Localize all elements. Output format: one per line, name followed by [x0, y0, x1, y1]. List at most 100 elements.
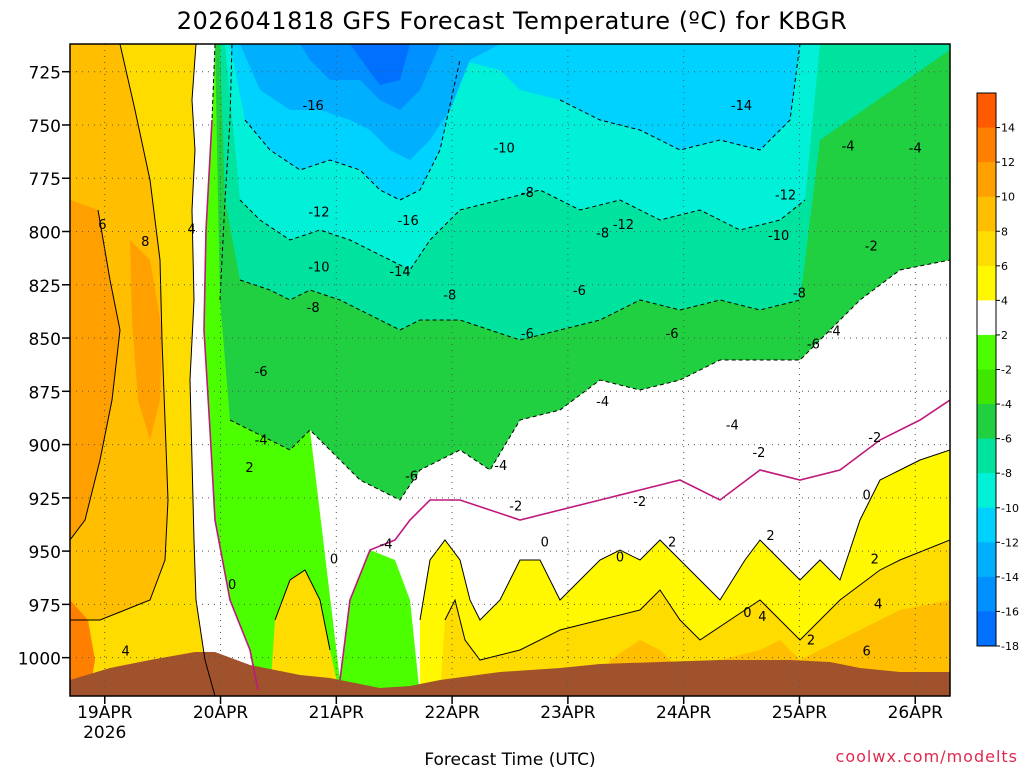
contour-line [219, 44, 233, 301]
x-axis-label: Forecast Time (UTC) [424, 750, 595, 768]
colorbar-swatch [977, 473, 996, 509]
colorbar-swatch [977, 369, 996, 405]
cold-region-14 [240, 44, 500, 160]
contour-label: 0 [616, 551, 624, 566]
y-tick-label: 875 [29, 383, 61, 403]
colorbar-label: 4 [1001, 294, 1008, 307]
contour-label: 0 [541, 536, 549, 551]
contour-label: -12 [775, 188, 796, 203]
colorbar-swatch [977, 162, 996, 198]
gridlines [70, 44, 950, 696]
colorbar-swatch [977, 265, 996, 301]
y-tick-label: 1000 [18, 650, 61, 670]
contour-label: 2 [766, 529, 774, 544]
colorbar-label: -6 [1001, 433, 1012, 446]
contour-lines [70, 44, 950, 696]
warm-peak-west [70, 600, 95, 690]
contour-line [419, 449, 950, 621]
contour-label: -4 [828, 325, 841, 340]
contour-line [189, 44, 216, 696]
y-tick-label: 850 [29, 330, 61, 350]
contour-label: 4 [121, 644, 129, 659]
contour-label: -4 [842, 139, 855, 154]
contour-label: -4 [255, 433, 268, 448]
contour-line [239, 189, 806, 271]
contour-label: -6 [255, 365, 268, 380]
contour-label: 0 [330, 553, 338, 568]
contour-label: -2 [868, 431, 881, 446]
warm-surface-west-2 [270, 570, 340, 696]
contour-label: 4 [187, 222, 195, 237]
contour-label: 2 [871, 553, 879, 568]
colorbar-label: 12 [1001, 156, 1015, 169]
contour-label: -12 [613, 218, 634, 233]
colorbar-swatch [977, 334, 996, 370]
colorbar-swatch [977, 611, 996, 647]
contour-label: -16 [303, 99, 324, 114]
contour-label: -2 [865, 239, 878, 254]
contour-label: -6 [521, 327, 534, 342]
colorbar-swatch [977, 300, 996, 336]
contour-label: -4 [596, 395, 609, 410]
contour-label: -14 [389, 265, 410, 280]
x-tick-sublabel: 2026 [83, 723, 126, 743]
y-tick-label: 975 [29, 596, 61, 616]
y-tick-label: 750 [29, 117, 61, 137]
contour-label: -6 [573, 284, 586, 299]
contour-label: -6 [807, 337, 820, 352]
plot-frame [69, 43, 951, 697]
colorbar-label: -16 [1001, 605, 1019, 618]
contour-label: 4 [874, 597, 882, 612]
contour-line [559, 44, 801, 151]
y-tick-label: 925 [29, 490, 61, 510]
contour-label: -4 [909, 141, 922, 156]
colorbar-swatch [977, 404, 996, 440]
colorbar-swatch [977, 196, 996, 232]
colorbar-label: 10 [1001, 191, 1015, 204]
colorbar-label: 14 [1001, 122, 1015, 135]
y-axis: 725 750 775 800 825 850 875 900 925 950 975 1000 [18, 64, 70, 670]
freezing-line [339, 399, 950, 681]
contour-label: -2 [509, 499, 522, 514]
credit-text: coolwx.com/modelts [836, 747, 1018, 766]
colorbar-swatch [977, 576, 996, 612]
colorbar-label: -2 [1001, 364, 1012, 377]
contour-label: 6 [98, 218, 106, 233]
colorbar-swatch [977, 93, 996, 129]
colorbar-label: -14 [1001, 571, 1019, 584]
contour-label: -10 [494, 141, 515, 156]
contour-label: -2 [752, 446, 765, 461]
plot-area [70, 44, 950, 696]
colorbar-label: -10 [1001, 502, 1019, 515]
chart-title: 2026041818 GFS Forecast Temperature (ºC)… [177, 7, 848, 35]
colorbar-label: -18 [1001, 640, 1019, 653]
contour-label: -8 [307, 301, 320, 316]
x-tick-label: 24APR [656, 703, 712, 723]
colorbar-label: -12 [1001, 536, 1019, 549]
contour-label: -6 [666, 327, 679, 342]
contour-label: 4 [758, 610, 766, 625]
contour-label: -4 [380, 538, 393, 553]
contour-label: -16 [397, 214, 418, 229]
contour-line [203, 44, 216, 431]
colorbar-swatch [977, 127, 996, 163]
contour-label: 0 [743, 606, 751, 621]
contour-label: 2 [245, 461, 253, 476]
contour-label: -8 [596, 227, 609, 242]
cold-region-18 [350, 44, 410, 85]
colorbar-swatch [977, 231, 996, 267]
contour-label: 2 [668, 536, 676, 551]
contour-line [244, 59, 461, 201]
x-tick-label: 25APR [772, 703, 828, 723]
colorbar-label: -8 [1001, 467, 1012, 480]
y-tick-label: 725 [29, 64, 61, 84]
contour-label: -14 [731, 99, 752, 114]
colorbar-label: 2 [1001, 329, 1008, 342]
colorbar-swatch [977, 438, 996, 474]
contour-label: -8 [521, 186, 534, 201]
terrain [70, 652, 950, 696]
colorbar-swatch [977, 542, 996, 578]
contour-label: -8 [443, 288, 456, 303]
